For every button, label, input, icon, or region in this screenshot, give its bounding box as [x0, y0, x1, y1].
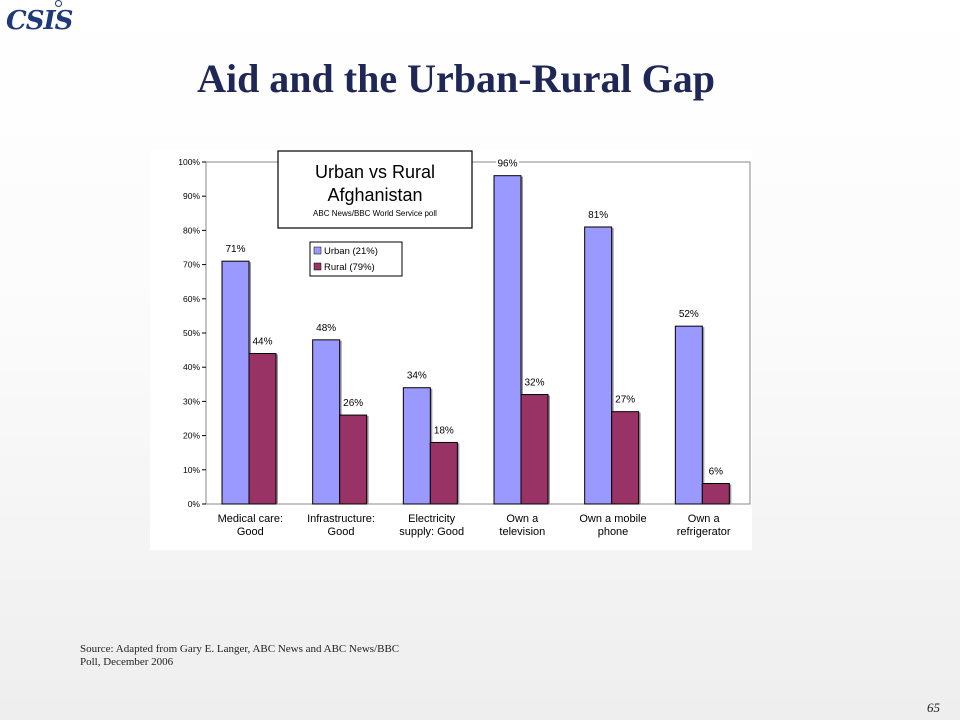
data-label-urban: 34%	[407, 371, 427, 382]
legend-label-urban: Urban (21%)	[324, 246, 378, 257]
data-label-rural: 32%	[524, 378, 544, 389]
data-label-bg	[432, 424, 456, 437]
data-label-bg	[707, 465, 725, 478]
data-label-bg	[523, 376, 546, 389]
bar-urban	[221, 260, 250, 505]
legend-swatch-rural	[313, 262, 322, 271]
legend-label-rural: Rural (79%)	[324, 262, 375, 273]
data-label-urban: 48%	[316, 323, 336, 334]
source-line-2: Poll, December 2006	[80, 656, 174, 668]
data-label-urban: 71%	[225, 244, 245, 255]
x-tick-label: Electricity	[408, 513, 456, 525]
data-label-rural: 26%	[343, 398, 363, 409]
source-line-1: Source: Adapted from Gary E. Langer, ABC…	[80, 643, 400, 655]
page-number: 65	[927, 700, 940, 715]
legend: Urban (21%) Rural (79%)	[309, 241, 403, 277]
y-axis: 0% 10% 20% 30% 40% 50% 60% 70% 80% 90% 100%	[178, 157, 206, 509]
x-tick-label: Good	[328, 526, 355, 538]
chart-title-line2: Afghanistan	[327, 185, 422, 205]
bar-rural	[701, 482, 730, 505]
data-label-bg	[586, 208, 610, 221]
chart-title-box: Urban vs Rural Afghanistan ABC News/BBC …	[277, 150, 473, 229]
data-labels: 71% 44% 48% 26% 34% 18% 96% 32% 81% 27% 52% 6%	[224, 157, 725, 478]
y-tick-label: 20%	[183, 431, 200, 441]
x-tick-label: Own a	[688, 513, 721, 525]
data-label-rural: 6%	[709, 466, 724, 477]
y-tick-label: 30%	[183, 396, 200, 406]
source-note: Source: Adapted from Gary E. Langer, ABC…	[80, 643, 480, 669]
data-label-urban: 81%	[588, 210, 608, 221]
chart-title-line1: Urban vs Rural	[315, 162, 435, 182]
data-label-bg	[341, 397, 365, 410]
y-tick-label: 40%	[183, 362, 200, 372]
x-tick-label: Medical care:	[218, 513, 283, 525]
data-label-bg	[405, 369, 429, 382]
logo-globe-icon	[55, 0, 62, 7]
bar-rural	[520, 394, 549, 505]
y-tick-label: 60%	[183, 294, 200, 304]
x-tick-label: Own a mobile	[579, 513, 646, 525]
data-label-rural: 27%	[615, 395, 635, 406]
x-tick-label: Own a	[506, 513, 539, 525]
x-tick-label: Good	[237, 526, 264, 538]
slide-title: Aid and the Urban-Rural Gap	[197, 56, 715, 101]
data-label-bg	[496, 157, 519, 170]
data-label-urban: 96%	[497, 159, 517, 170]
bar-rural	[611, 411, 640, 505]
x-tick-label: supply: Good	[399, 526, 464, 538]
x-tick-label: phone	[598, 526, 629, 538]
logo-text: CSIS	[6, 6, 73, 36]
x-tick-label: refrigerator	[677, 526, 731, 538]
data-label-bg	[613, 393, 637, 406]
y-tick-label: 10%	[183, 465, 200, 475]
bar-urban	[402, 387, 431, 505]
chart-subtitle: ABC News/BBC World Service poll	[313, 209, 437, 218]
y-tick-label: 100%	[178, 157, 200, 167]
x-tick-label: Infrastructure:	[307, 513, 375, 525]
data-label-bg	[224, 243, 247, 256]
x-axis-labels: Medical care:GoodInfrastructure:GoodElec…	[218, 513, 731, 538]
bar-rural	[339, 414, 368, 505]
data-label-bg	[677, 308, 701, 321]
bar-urban	[584, 226, 613, 505]
csis-logo: CSIS	[6, 0, 73, 38]
y-tick-label: 70%	[183, 260, 200, 270]
data-label-bg	[314, 321, 338, 334]
data-label-rural: 18%	[434, 425, 454, 436]
bars	[221, 175, 732, 505]
bar-rural	[429, 441, 458, 505]
data-label-urban: 52%	[679, 309, 699, 320]
legend-swatch-urban	[313, 246, 322, 255]
y-tick-label: 0%	[188, 499, 201, 509]
bar-urban	[674, 325, 703, 505]
data-label-bg	[251, 335, 274, 348]
bar-urban	[312, 339, 341, 505]
y-tick-label: 50%	[183, 328, 200, 338]
data-label-rural: 44%	[252, 337, 272, 348]
bar-urban	[493, 175, 522, 505]
bar-rural	[248, 353, 277, 505]
y-tick-label: 90%	[183, 191, 200, 201]
x-tick-label: television	[499, 526, 545, 538]
y-tick-label: 80%	[183, 225, 200, 235]
